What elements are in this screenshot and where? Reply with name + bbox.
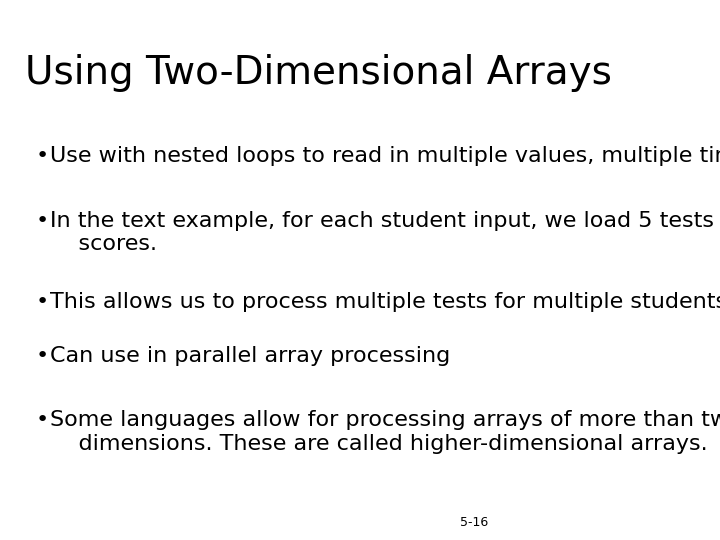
Text: •: •	[35, 146, 48, 166]
Text: •: •	[35, 211, 48, 231]
Text: •: •	[35, 410, 48, 430]
Text: Can use in parallel array processing: Can use in parallel array processing	[50, 346, 451, 366]
Text: •: •	[35, 292, 48, 312]
Text: 5-16: 5-16	[461, 516, 489, 529]
Text: Using Two-Dimensional Arrays: Using Two-Dimensional Arrays	[25, 54, 612, 92]
Text: In the text example, for each student input, we load 5 tests
    scores.: In the text example, for each student in…	[50, 211, 714, 254]
Text: Use with nested loops to read in multiple values, multiple times.: Use with nested loops to read in multipl…	[50, 146, 720, 166]
Text: •: •	[35, 346, 48, 366]
Text: This allows us to process multiple tests for multiple students.: This allows us to process multiple tests…	[50, 292, 720, 312]
Text: Some languages allow for processing arrays of more than two
    dimensions. Thes: Some languages allow for processing arra…	[50, 410, 720, 454]
